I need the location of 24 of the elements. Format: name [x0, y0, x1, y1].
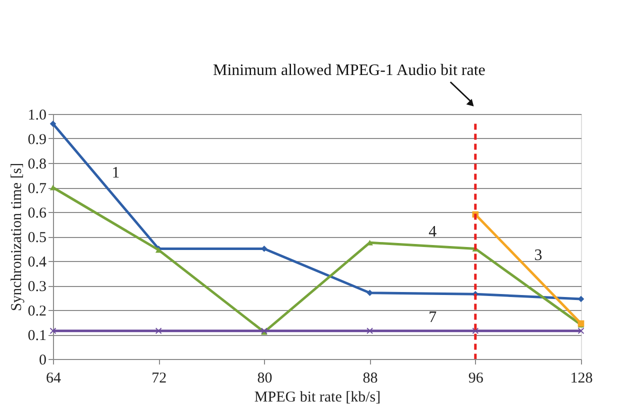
y-tick-label: 0.3 [28, 279, 46, 295]
y-tick-label: 0.7 [28, 181, 47, 197]
series-label: 3 [534, 246, 542, 264]
x-tick-label: 96 [468, 370, 484, 386]
y-tick-label: 0.4 [28, 254, 47, 270]
x-tick-label: 64 [46, 370, 62, 386]
y-tick-label: 0.1 [28, 328, 46, 344]
y-tick-label: 0.8 [28, 156, 46, 172]
y-tick-label: 0 [39, 352, 46, 368]
y-tick-label: 0.6 [28, 206, 47, 222]
series-label: 1 [112, 164, 120, 182]
x-axis-title: MPEG bit rate [kb/s] [254, 390, 381, 406]
x-tick-label: 72 [152, 370, 167, 386]
x-tick-label: 80 [257, 370, 272, 386]
ref-line-label: Minimum allowed MPEG-1 Audio bit rate [212, 62, 486, 79]
y-tick-label: 0.5 [28, 230, 46, 246]
series-label: 7 [428, 308, 437, 326]
y-axis-title: Synchronization time [s] [8, 162, 25, 312]
x-tick-label: 88 [362, 370, 378, 386]
y-tick-label: 0.2 [28, 304, 46, 320]
x-tick-label: 128 [570, 370, 593, 386]
y-tick-label: 1.0 [28, 108, 46, 124]
series-label: 4 [428, 224, 437, 241]
y-tick-label: 0.9 [28, 132, 46, 148]
